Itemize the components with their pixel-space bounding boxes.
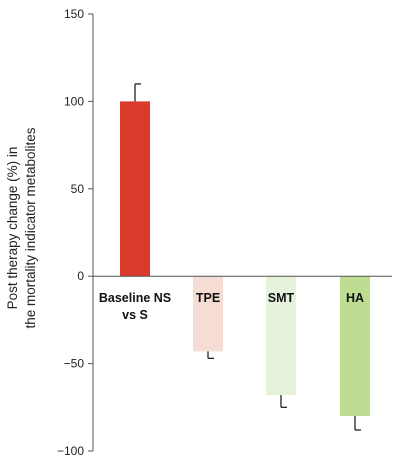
category-label: SMT (268, 291, 295, 305)
y-tick-label: 50 (71, 182, 85, 196)
category-label: Baseline NS (99, 291, 171, 305)
y-tick-label: 150 (64, 7, 84, 21)
bar (120, 101, 150, 277)
error-bars (134, 83, 361, 431)
category-label: HA (346, 291, 364, 305)
y-axis-ticks: 150 100 50 0 −50 −100 (57, 7, 93, 458)
y-axis-title-line-2: the mortality indicator metabolites (23, 127, 38, 328)
bars (120, 101, 370, 417)
y-tick-label: −100 (57, 444, 84, 458)
category-label: TPE (196, 291, 220, 305)
category-labels: Baseline NS vs S TPE SMT HA (99, 291, 364, 322)
y-tick-label: 0 (77, 269, 84, 283)
bar (193, 276, 223, 352)
y-tick-label: 100 (64, 94, 84, 108)
bar (266, 276, 296, 396)
category-label: vs S (122, 308, 148, 322)
y-tick-label: −50 (64, 357, 85, 371)
y-axis-title: Post therapy change (%) in the mortality… (5, 127, 38, 328)
bar (340, 276, 370, 417)
y-axis-title-line-1: Post therapy change (%) in (5, 147, 20, 310)
